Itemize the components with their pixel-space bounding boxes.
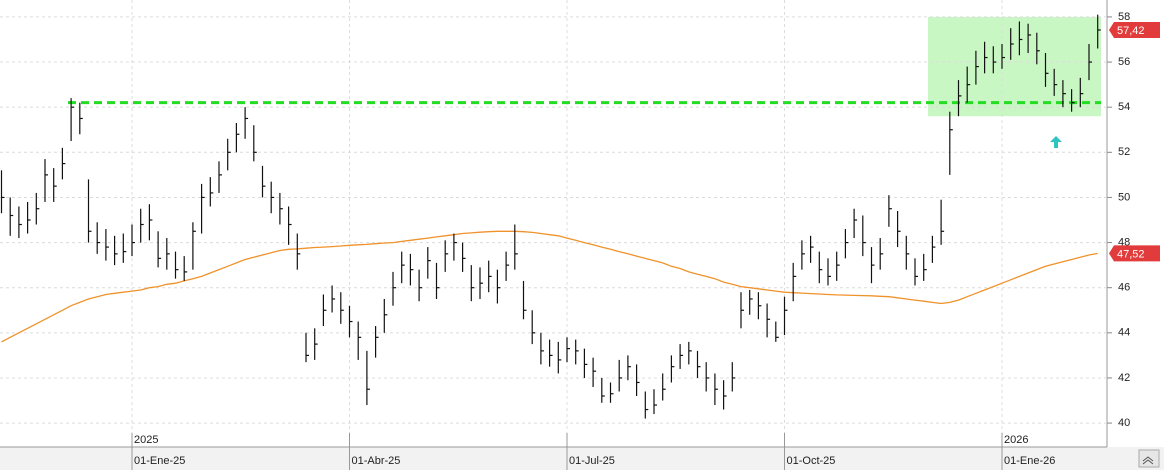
arrow-marker — [1050, 136, 1062, 148]
date-strip — [0, 447, 1164, 470]
y-tick-label: 46 — [1118, 282, 1130, 294]
x-tick-label: 01-Abr-25 — [352, 455, 401, 467]
y-tick-label: 56 — [1118, 56, 1130, 68]
year-label: 2026 — [1004, 434, 1028, 446]
y-tick-label: 52 — [1118, 146, 1130, 158]
x-tick-label: 01-Ene-26 — [1004, 455, 1055, 467]
scroll-button[interactable] — [1138, 449, 1160, 468]
x-tick-label: 01-Ene-25 — [134, 455, 185, 467]
y-tick-label: 54 — [1118, 101, 1130, 113]
y-tick-label: 58 — [1118, 11, 1130, 23]
price-tag — [1109, 22, 1160, 39]
y-tick-label: 40 — [1118, 417, 1130, 429]
scroll-icon — [1142, 456, 1154, 465]
y-tick-label: 50 — [1118, 191, 1130, 203]
price-tag-label: 57,42 — [1117, 25, 1145, 37]
moving-average — [1, 230, 1098, 343]
x-tick-label: 01-Jul-25 — [569, 455, 615, 467]
price-tag-label: 47,52 — [1117, 248, 1145, 260]
price-tag — [1109, 245, 1160, 262]
y-tick-label: 44 — [1118, 327, 1130, 339]
year-label: 2025 — [134, 434, 158, 446]
x-tick-label: 01-Oct-25 — [787, 455, 836, 467]
y-tick-label: 42 — [1118, 372, 1130, 384]
